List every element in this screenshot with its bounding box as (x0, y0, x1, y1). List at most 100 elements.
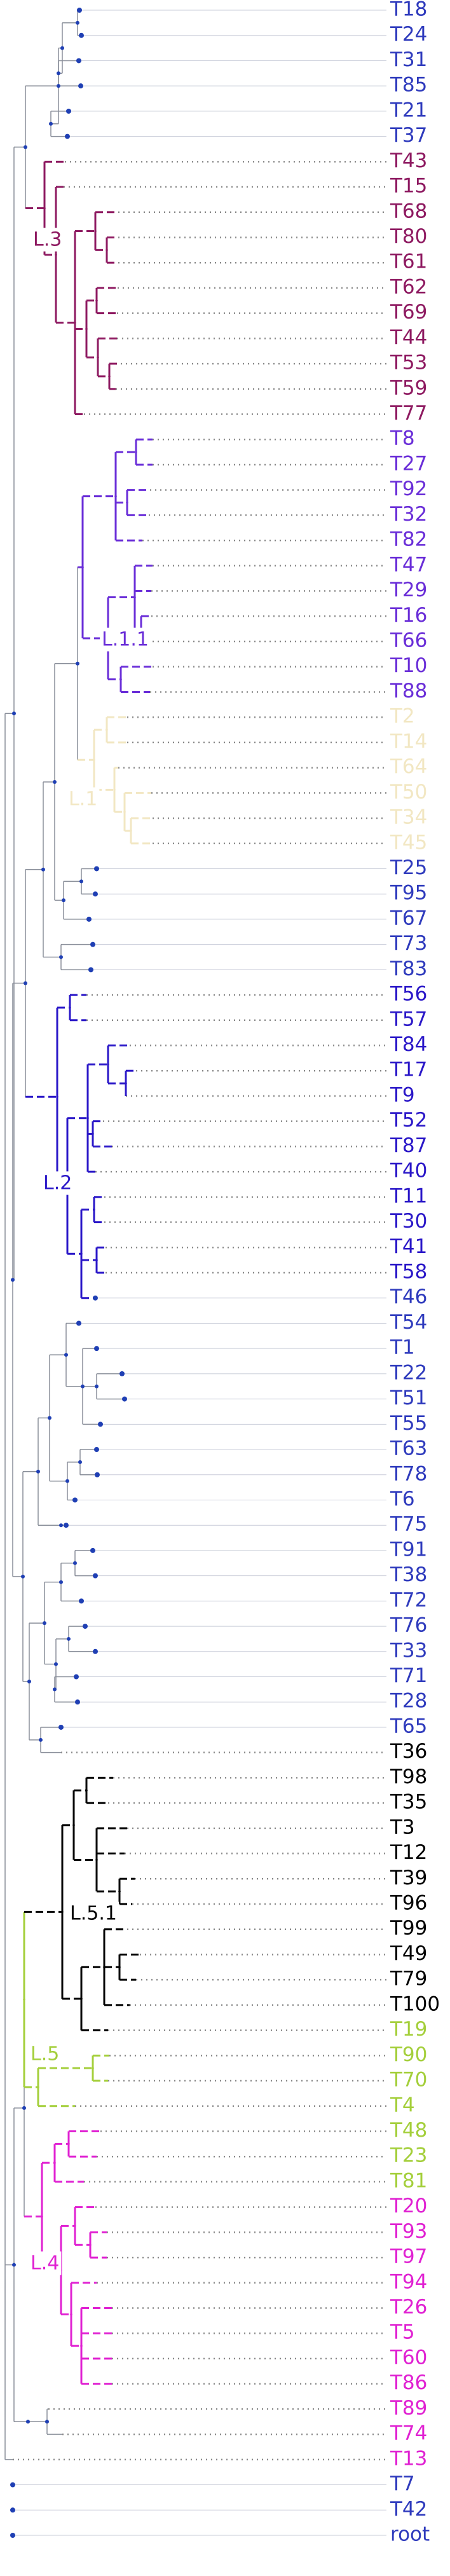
internal-node (119, 678, 122, 681)
internal-node (106, 729, 108, 731)
tip-node (10, 2507, 15, 2513)
internal-node (24, 145, 27, 149)
internal-node (85, 1789, 88, 1792)
tip-label: T72 (390, 1589, 427, 1612)
tip-node (83, 1624, 88, 1629)
tip-label: T24 (390, 23, 427, 46)
tip-label: T99 (390, 1917, 427, 1940)
tip-label: T10 (390, 654, 427, 677)
tip-label: T12 (390, 1841, 427, 1864)
tip-label: T65 (390, 1715, 427, 1737)
tip-label: T6 (390, 1488, 415, 1511)
tip-label: T60 (390, 2346, 427, 2369)
internal-node (92, 2067, 94, 2069)
tip-label: T26 (390, 2296, 427, 2319)
internal-node (126, 501, 128, 504)
internal-node (53, 1687, 57, 1692)
tip-label: root (390, 2523, 430, 2546)
internal-node (67, 1636, 71, 1641)
tip-label: T59 (390, 376, 427, 399)
internal-node (95, 299, 98, 302)
internal-node (78, 1460, 82, 1464)
internal-node (21, 1574, 25, 1579)
tip-label: T39 (390, 1867, 427, 1889)
tip-label: T48 (390, 2119, 427, 2142)
internal-node (133, 596, 136, 599)
internal-node (41, 2215, 43, 2218)
tip-label: T4 (390, 2093, 415, 2116)
tip-label: T55 (390, 1412, 427, 1435)
tip-label: T80 (390, 225, 427, 248)
internal-node (11, 1278, 15, 1282)
internal-node (59, 1523, 63, 1528)
internal-node (53, 2162, 56, 2164)
tip-node (77, 8, 82, 13)
tip-label: T40 (390, 1160, 427, 1182)
tip-label: T83 (390, 957, 427, 980)
internal-node (123, 811, 126, 813)
internal-node (53, 779, 57, 784)
internal-node (106, 249, 108, 252)
tip-node (93, 1573, 98, 1579)
tip-node (65, 134, 70, 139)
tip-label: T86 (390, 2371, 427, 2394)
tip-label: T85 (390, 74, 427, 97)
tip-node (95, 1472, 100, 1477)
internal-node (57, 71, 60, 76)
tip-label: T8 (390, 427, 415, 450)
tip-labels: T18T24T31T85T21T37T43T15T68T80T61T62T69T… (390, 0, 440, 2546)
tip-label: T78 (390, 1462, 427, 1485)
internal-node (23, 1998, 25, 2001)
tip-label: T19 (390, 2018, 427, 2041)
internal-node (118, 1966, 121, 1969)
clade-label-L5: L.5 (31, 2043, 59, 2066)
tip-label: T58 (390, 1261, 427, 1284)
tip-label: T46 (390, 1285, 427, 1308)
tip-label: T2 (390, 705, 415, 728)
tip-label: T53 (390, 352, 427, 374)
internal-node (67, 2142, 70, 2146)
tip-label: T68 (390, 200, 427, 223)
tip-label: T76 (390, 1614, 427, 1637)
tip-label: T27 (390, 452, 427, 475)
tip-label: T20 (390, 2195, 427, 2217)
tip-label: T33 (390, 1639, 427, 1662)
tip-label: T50 (390, 781, 427, 804)
tip-label: T30 (390, 1210, 427, 1233)
internal-node (73, 1561, 77, 1565)
clade-label-L2: L.2 (43, 1172, 72, 1195)
tip-label: T25 (390, 856, 427, 879)
tip-label: T56 (390, 983, 427, 1006)
tip-node (58, 1724, 64, 1730)
tip-label: T37 (390, 124, 427, 147)
clade-label-background (31, 228, 64, 252)
tip-node (119, 1371, 125, 1376)
tip-label: T28 (390, 1690, 427, 1713)
tip-label: T61 (390, 250, 427, 273)
tip-label: T1 (390, 1336, 415, 1359)
tip-label: T91 (390, 1538, 427, 1561)
internal-node (43, 1621, 46, 1626)
internal-node (95, 1259, 98, 1261)
internal-node (64, 1353, 68, 1357)
internal-node (39, 1737, 43, 1742)
tip-guides (13, 10, 386, 2536)
tip-label: T47 (390, 553, 427, 576)
tip-label: T57 (390, 1008, 427, 1031)
internal-node (80, 2345, 83, 2347)
internal-node (130, 830, 132, 832)
internal-node (48, 1416, 51, 1420)
internal-node (85, 327, 88, 331)
tip-node (74, 1674, 79, 1680)
internal-node (80, 1997, 83, 2000)
internal-node (69, 1006, 71, 1009)
internal-node (45, 2420, 49, 2424)
tip-label: T35 (390, 1791, 427, 1814)
internal-node (95, 1858, 98, 1861)
internal-node (22, 2106, 26, 2110)
tip-node (93, 1648, 98, 1654)
tip-label: T64 (390, 755, 427, 778)
internal-node (12, 711, 16, 716)
tip-label: T95 (390, 882, 427, 905)
clade-label-L3: L.3 (33, 229, 62, 251)
